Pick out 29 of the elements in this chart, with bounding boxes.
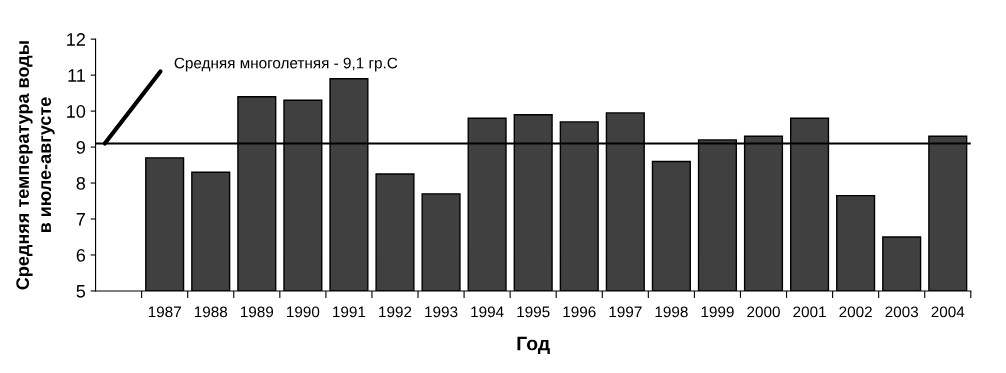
y-tick-label: 8 bbox=[76, 176, 86, 190]
x-axis-title: Год bbox=[517, 336, 550, 355]
x-tick-label: 1991 bbox=[333, 306, 366, 318]
x-tick-label: 1990 bbox=[287, 306, 320, 318]
y-tick-label: 10 bbox=[67, 105, 86, 118]
x-tick-label: 1993 bbox=[425, 306, 458, 318]
x-tick-label: 1987 bbox=[148, 306, 181, 318]
x-tick-label: 2003 bbox=[885, 306, 919, 318]
x-tick-label: 1988 bbox=[194, 306, 228, 318]
y-tick-label: 12 bbox=[67, 33, 85, 46]
x-tick-label: 1997 bbox=[609, 306, 642, 318]
x-tick-label: 1998 bbox=[655, 306, 688, 318]
x-tick-label: 2002 bbox=[839, 306, 872, 318]
y-tick-label: 11 bbox=[68, 69, 85, 82]
x-tick-label: 1994 bbox=[471, 306, 504, 318]
ref-line-label: Средняя многолетняя - 9,1 гр.С bbox=[174, 57, 398, 72]
x-tick-label: 2004 bbox=[931, 306, 965, 318]
x-tick-label: 2001 bbox=[793, 306, 826, 318]
x-tick-label: 1996 bbox=[563, 306, 596, 318]
y-tick-label: 9 bbox=[76, 141, 85, 154]
y-tick-label: 5 bbox=[76, 285, 86, 298]
y-tick-label: 6 bbox=[76, 248, 86, 262]
x-tick-label: 1995 bbox=[517, 306, 550, 318]
x-tick-label: 1999 bbox=[701, 306, 734, 318]
y-tick-label: 7 bbox=[76, 213, 85, 226]
x-tick-label: 1992 bbox=[379, 306, 412, 318]
x-tick-label: 1989 bbox=[240, 306, 274, 318]
x-tick-label: 2000 bbox=[747, 306, 780, 318]
y-axis-title: Средняя температура воды в июле-августе bbox=[16, 41, 55, 290]
